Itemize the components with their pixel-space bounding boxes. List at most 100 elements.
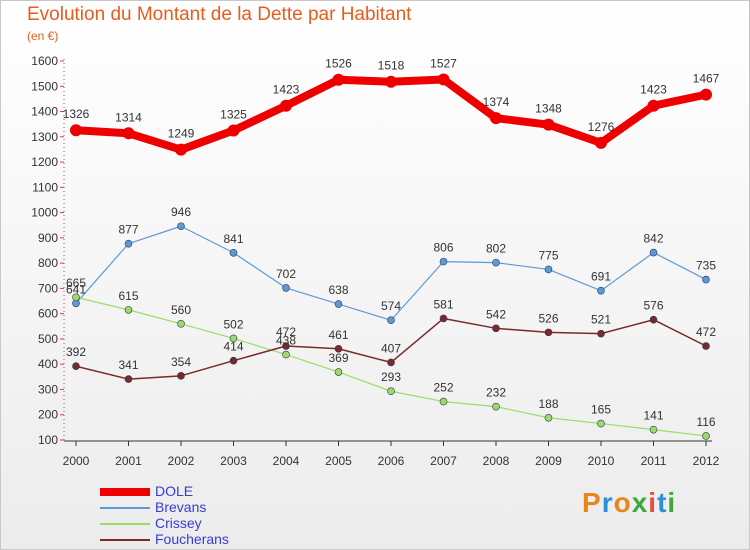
data-point <box>282 342 290 350</box>
data-point <box>387 358 395 367</box>
data-point <box>595 136 607 149</box>
data-point <box>597 329 605 338</box>
data-point <box>649 425 658 434</box>
data-label: 1526 <box>325 57 352 71</box>
data-label: 252 <box>433 381 453 395</box>
data-label: 1249 <box>168 127 195 141</box>
data-label: 946 <box>171 205 191 219</box>
legend-swatch <box>100 539 150 541</box>
data-point <box>439 314 448 323</box>
brand-letter: o <box>613 487 632 518</box>
data-label: 1325 <box>220 107 247 121</box>
data-label: 542 <box>486 307 506 321</box>
legend-swatch <box>100 507 150 509</box>
legend-swatch <box>100 523 150 525</box>
data-label: 691 <box>591 270 611 284</box>
series-layer <box>70 73 712 440</box>
chart-title: Evolution du Montant de la Dette par Hab… <box>27 4 412 25</box>
data-point <box>334 300 343 308</box>
data-label: 1276 <box>588 120 615 134</box>
data-point <box>597 286 605 295</box>
data-point <box>492 402 500 411</box>
data-label: 341 <box>118 358 138 372</box>
y-tick-label: 1100 <box>32 180 58 194</box>
data-point <box>72 362 80 371</box>
data-label: 842 <box>643 232 663 246</box>
data-label: 116 <box>696 415 715 429</box>
data-label: 1467 <box>693 72 720 86</box>
data-label: 1348 <box>535 102 562 116</box>
data-label: 576 <box>643 299 663 313</box>
x-tick-label: 2010 <box>588 454 615 468</box>
y-tick-label: 200 <box>38 408 58 422</box>
data-label: 638 <box>328 283 348 297</box>
y-tick-label: 1200 <box>31 155 58 169</box>
data-label: 802 <box>486 242 506 256</box>
legend-label: DOLE <box>155 483 194 499</box>
data-label: 1326 <box>63 107 90 121</box>
data-point <box>229 248 238 257</box>
data-label: 502 <box>223 317 243 331</box>
data-point <box>649 315 658 324</box>
legend-label: Crissey <box>155 515 202 531</box>
data-label: 1527 <box>430 56 457 70</box>
series-brevans <box>72 222 710 325</box>
data-label: 1314 <box>115 110 142 124</box>
data-point <box>649 248 658 257</box>
x-tick-label: 2001 <box>115 454 142 468</box>
data-point <box>227 124 240 137</box>
y-tick-label: 400 <box>38 357 58 371</box>
data-point <box>702 342 710 350</box>
data-point <box>175 143 187 156</box>
data-point <box>490 112 502 125</box>
data-point <box>282 284 290 292</box>
y-tick-label: 100 <box>38 433 58 447</box>
data-label: 293 <box>381 370 401 384</box>
x-tick-label: 2002 <box>168 454 195 468</box>
brand-letter: t <box>657 487 668 518</box>
data-point <box>702 432 710 440</box>
data-point <box>124 306 133 314</box>
series-dole <box>70 73 712 156</box>
data-label: 188 <box>538 397 558 411</box>
data-label: 438 <box>276 334 296 348</box>
legend-label: Foucherans <box>155 531 229 547</box>
data-point <box>597 419 605 428</box>
y-tick-label: 300 <box>38 382 58 396</box>
data-point <box>334 368 343 376</box>
x-tick-label: 2004 <box>273 454 300 468</box>
data-label: 461 <box>328 328 348 342</box>
data-point <box>282 350 290 359</box>
data-point <box>439 257 448 266</box>
data-point <box>385 75 397 88</box>
data-label: 806 <box>433 241 453 255</box>
data-point <box>177 319 185 328</box>
x-tick-label: 2012 <box>693 454 720 468</box>
data-label: 232 <box>486 386 506 400</box>
data-point <box>700 88 712 101</box>
brand-letter: P <box>582 487 602 518</box>
data-point <box>229 356 238 365</box>
data-point <box>544 265 553 274</box>
legend-label: Brevans <box>155 499 207 515</box>
data-label: 735 <box>696 259 716 273</box>
data-point <box>647 99 660 112</box>
data-label: 414 <box>223 340 243 354</box>
chart-subtitle: (en €) <box>27 29 59 43</box>
y-tick-label: 1000 <box>31 206 58 220</box>
series-crissey <box>72 293 710 440</box>
x-tick-label: 2007 <box>430 454 457 468</box>
data-label: 877 <box>118 223 138 237</box>
brand-logo: Proxiti <box>582 487 676 519</box>
y-tick-label: 800 <box>38 256 58 270</box>
data-point <box>124 375 133 383</box>
data-label: 581 <box>433 297 453 311</box>
y-tick-label: 1500 <box>31 79 58 93</box>
data-point <box>122 127 135 140</box>
data-label: 472 <box>696 325 716 339</box>
data-point <box>492 258 500 267</box>
y-tick-label: 1300 <box>31 130 58 144</box>
data-label: 665 <box>66 276 86 290</box>
